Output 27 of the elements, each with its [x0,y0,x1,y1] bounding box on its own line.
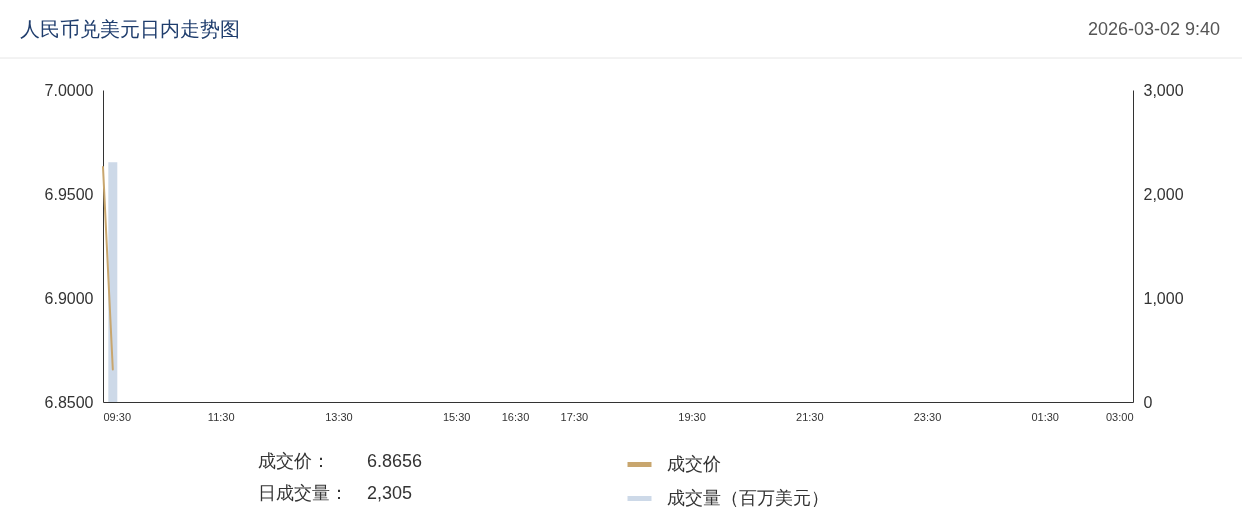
y-tick-label: 7.0000 [44,81,94,99]
text: 2,305 [367,483,413,503]
y2-tick-label: 2,000 [1143,185,1184,203]
text: 成交价： [258,451,330,471]
y-tick-label: 6.8500 [44,393,94,411]
text: 6.8656 [367,451,423,471]
y-tick-label: 6.9000 [44,289,94,307]
x-tick-label: 03:00 [1105,410,1134,423]
x-tick-label: 13:30 [325,410,353,423]
chart-title: 人民币兑美元日内走势图 [20,18,240,40]
x-tick-label: 15:30 [442,410,471,423]
x-tick-label: 16:30 [501,410,530,423]
y2-tick-label: 1,000 [1143,289,1184,307]
text: 日成交量： [258,483,348,503]
legend-label: 成交价 [667,453,721,474]
y2-tick-label: 0 [1143,393,1153,411]
chart-subtitle: 2026-03-02 9:40 [1087,19,1220,39]
x-tick-label: 21:30 [796,410,824,423]
x-tick-label: 23:30 [913,410,942,423]
x-tick-label: 19:30 [678,410,706,423]
x-tick-label: 17:30 [560,410,589,423]
x-tick-label: 11:30 [207,410,235,423]
y2-tick-label: 3,000 [1143,81,1184,99]
x-tick-label: 09:30 [103,410,132,423]
legend-label: 成交量（百万美元） [667,487,829,508]
x-tick-label: 01:30 [1031,410,1059,423]
y-tick-label: 6.9500 [44,185,94,203]
